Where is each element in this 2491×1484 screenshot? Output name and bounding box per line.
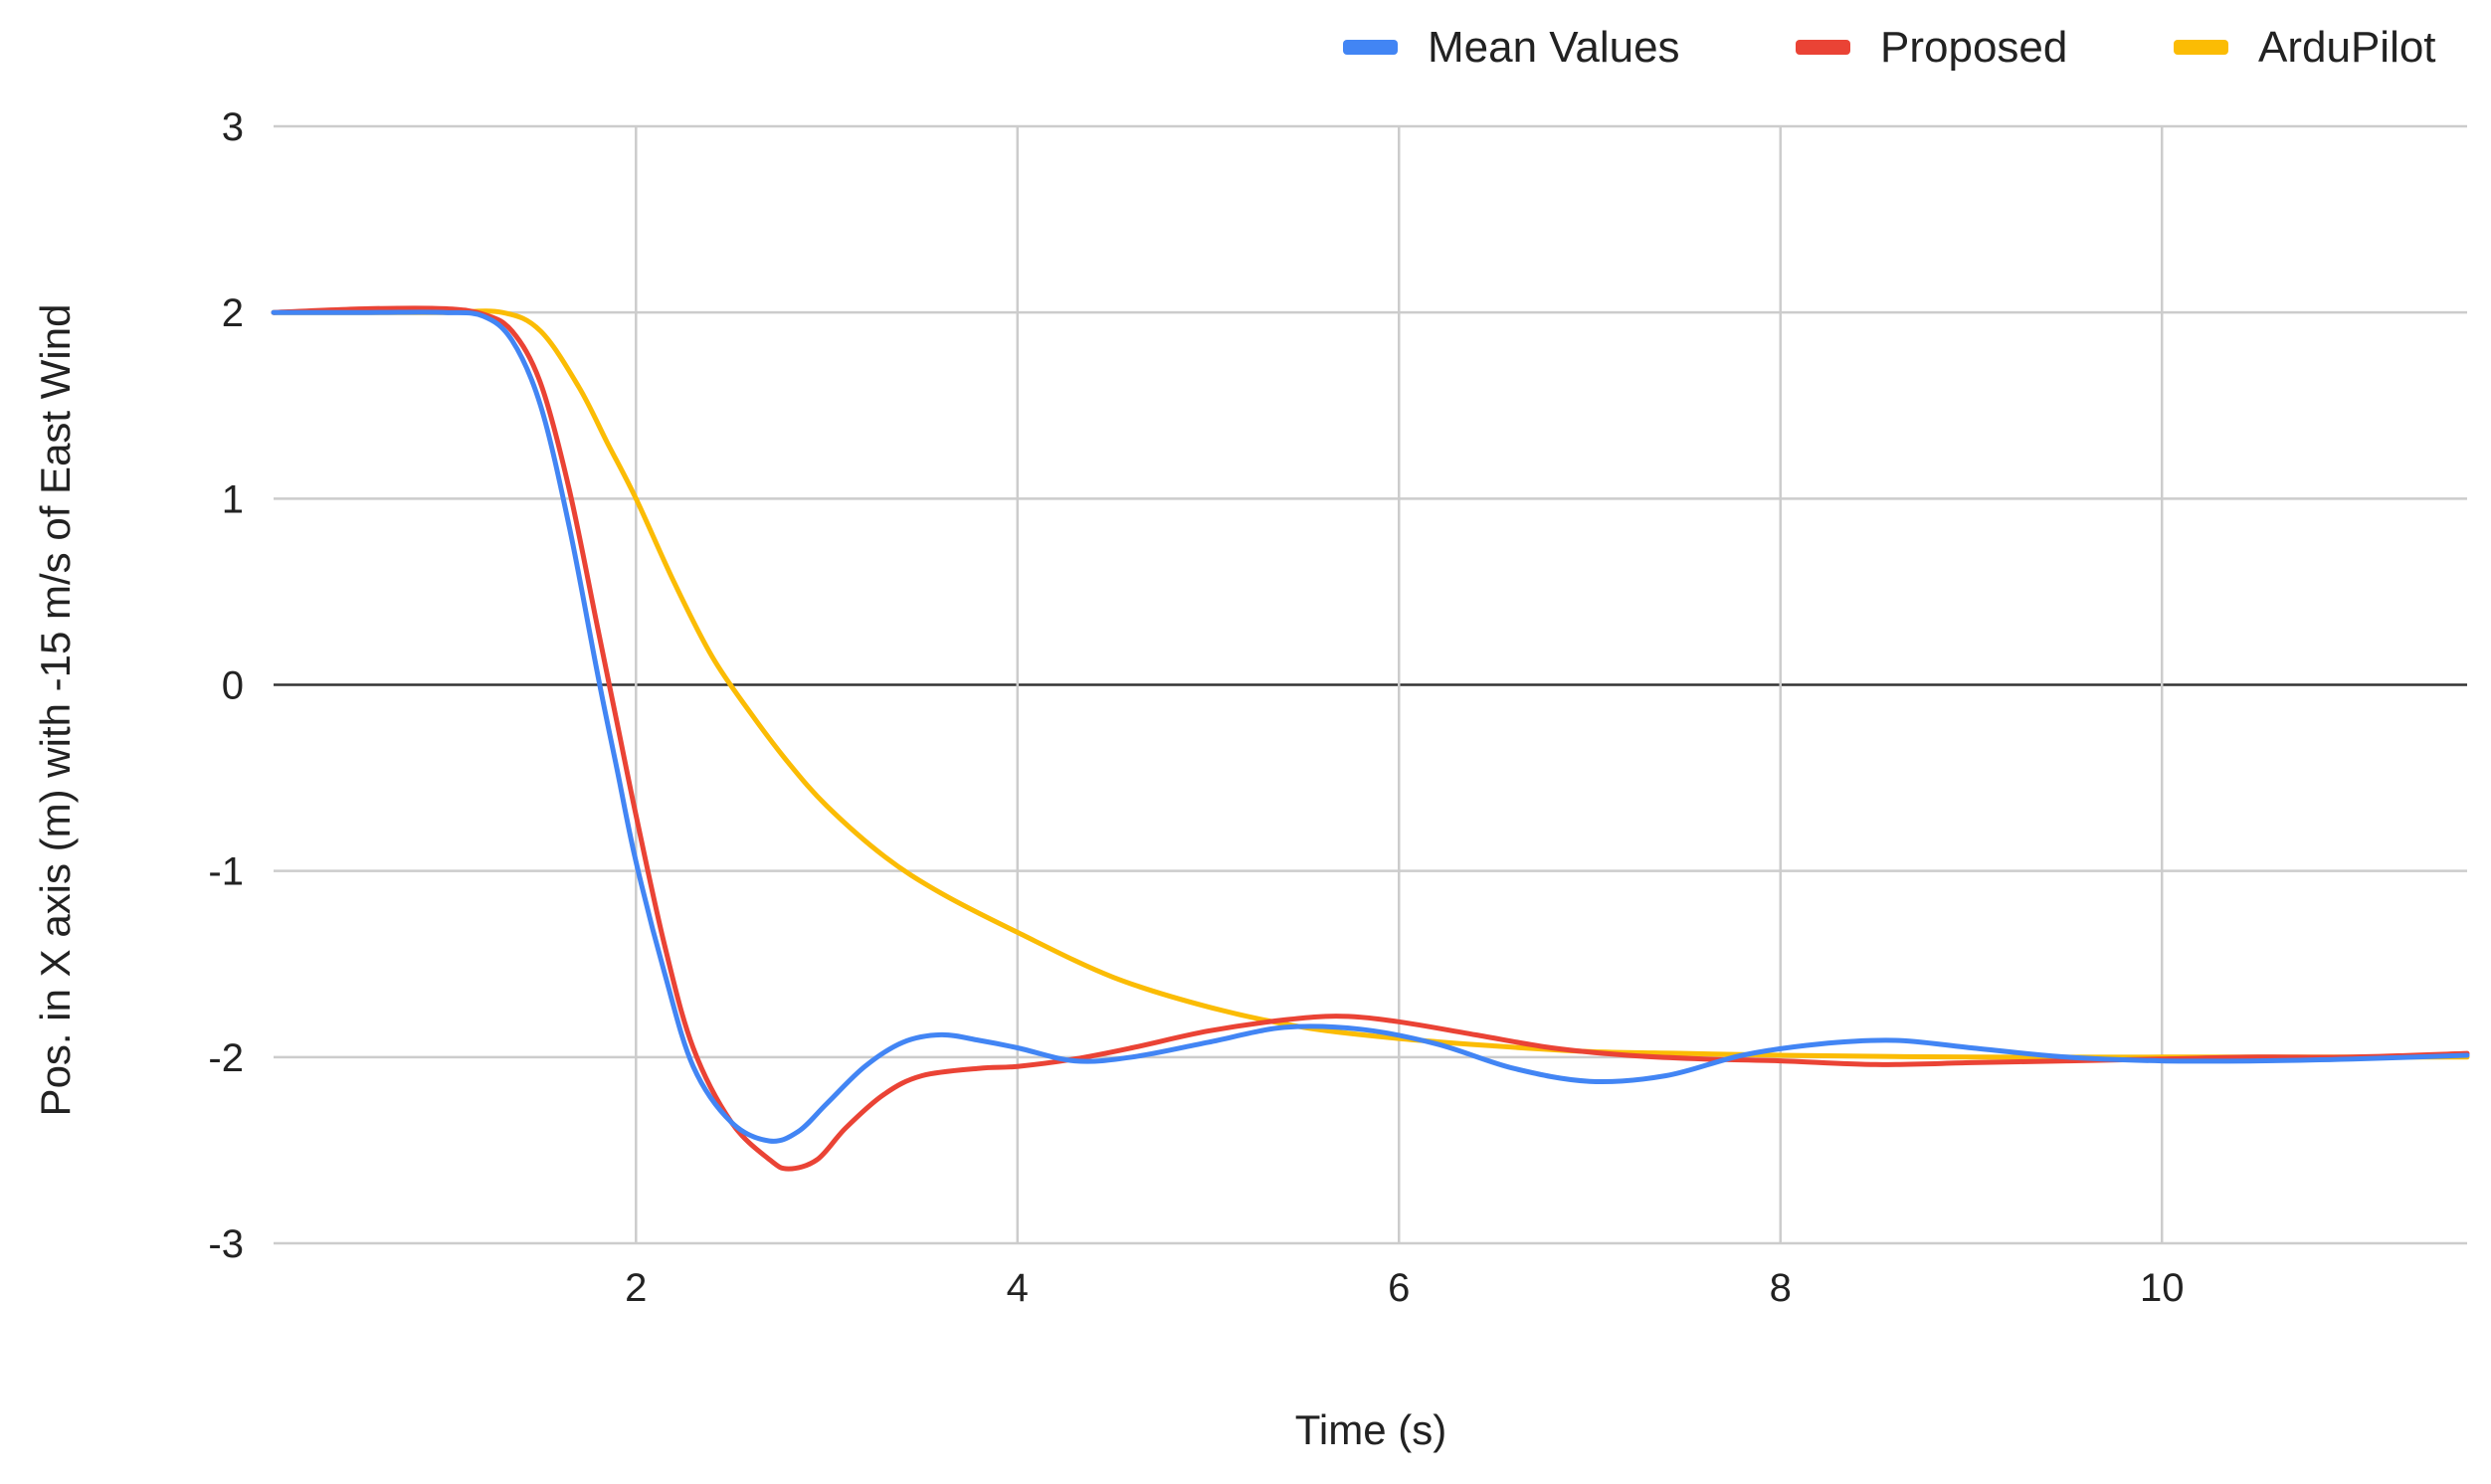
legend-label: Proposed (1880, 23, 2067, 72)
x-tick-label: 6 (1388, 1266, 1410, 1310)
legend: Mean Values Proposed ArduPilot (1343, 23, 2436, 72)
legend-item-mean-values[interactable]: Mean Values (1343, 23, 1680, 72)
x-axis-title: Time (s) (1295, 1406, 1446, 1453)
y-tick-label: -2 (208, 1036, 244, 1080)
y-tick-label: 0 (222, 664, 244, 708)
x-tick-label: 10 (2140, 1266, 2185, 1310)
y-axis-title: Pos. in X axis (m) with -15 m/s of East … (32, 304, 79, 1117)
series-line-proposed (271, 305, 2470, 1172)
y-tick-label: -1 (208, 850, 244, 894)
y-tick-label: -3 (208, 1222, 244, 1266)
legend-item-ardupilot[interactable]: ArduPilot (2174, 23, 2436, 72)
legend-swatch (1343, 40, 1398, 55)
legend-swatch (2174, 40, 2228, 55)
series-lines (271, 305, 2470, 1172)
series-line-mean-values (271, 309, 2470, 1144)
series-line-ardupilot (271, 308, 2470, 1060)
legend-item-proposed[interactable]: Proposed (1796, 23, 2067, 72)
y-tick-label: 2 (222, 291, 244, 335)
x-tick-label: 2 (625, 1266, 647, 1310)
grid (274, 124, 2467, 1245)
legend-label: Mean Values (1428, 23, 1680, 72)
x-tick-label: 4 (1007, 1266, 1029, 1310)
x-tick-label: 8 (1770, 1266, 1792, 1310)
legend-label: ArduPilot (2258, 23, 2436, 72)
y-tick-label: 3 (222, 105, 244, 149)
legend-swatch (1796, 40, 1850, 55)
y-tick-label: 1 (222, 477, 244, 521)
